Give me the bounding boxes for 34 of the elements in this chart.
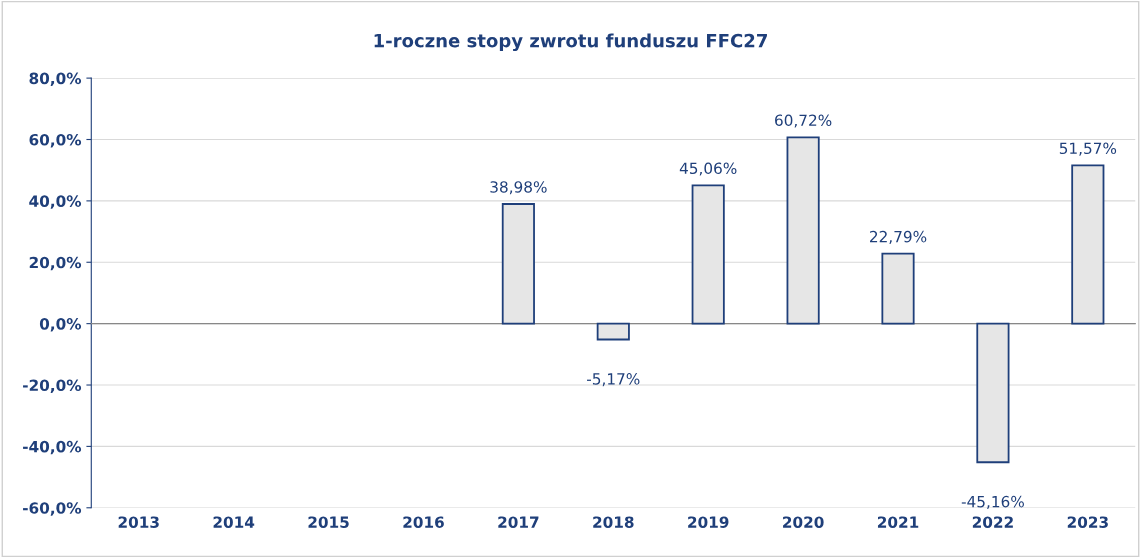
x-tick-label: 2013	[118, 516, 159, 528]
y-tick-label: 0,0%	[39, 318, 82, 332]
data-label: -45,16%	[961, 495, 1024, 509]
y-tick-label: -40,0%	[23, 440, 82, 455]
x-tick-label: 2019	[688, 516, 729, 528]
y-tick-label: 60,0%	[29, 133, 82, 148]
x-tick-label: 2016	[403, 516, 444, 528]
data-label: 51,57%	[1059, 142, 1117, 156]
data-label: 38,98%	[490, 181, 547, 195]
y-tick-label: 40,0%	[29, 195, 82, 209]
bar	[596, 322, 630, 341]
bar	[786, 136, 820, 325]
x-tick-label: 2015	[308, 516, 349, 528]
y-tick-label: -20,0%	[23, 379, 82, 393]
y-tick-label: -60,0%	[23, 502, 82, 516]
x-tick-label: 2022	[972, 516, 1013, 528]
data-label: 22,79%	[870, 230, 927, 244]
y-tick-label: 20,0%	[29, 256, 82, 271]
x-tick-label: 2020	[783, 516, 824, 528]
bar	[691, 184, 725, 325]
bar	[976, 322, 1010, 464]
x-tick-label: 2014	[213, 516, 255, 528]
chart-title: 1-roczne stopy zwrotu funduszu FFC27	[374, 33, 767, 52]
data-label: 60,72%	[775, 114, 832, 128]
x-tick-label: 2021	[877, 516, 919, 528]
x-tick-label: 2017	[498, 516, 539, 528]
bar	[501, 203, 535, 325]
data-label: -5,17%	[587, 373, 640, 387]
bar	[1071, 164, 1105, 325]
x-tick-label: 2018	[593, 516, 634, 528]
bar	[881, 252, 915, 325]
y-tick-label: 80,0%	[29, 72, 82, 87]
x-tick-label: 2023	[1067, 516, 1108, 528]
data-label: 45,06%	[679, 162, 737, 176]
